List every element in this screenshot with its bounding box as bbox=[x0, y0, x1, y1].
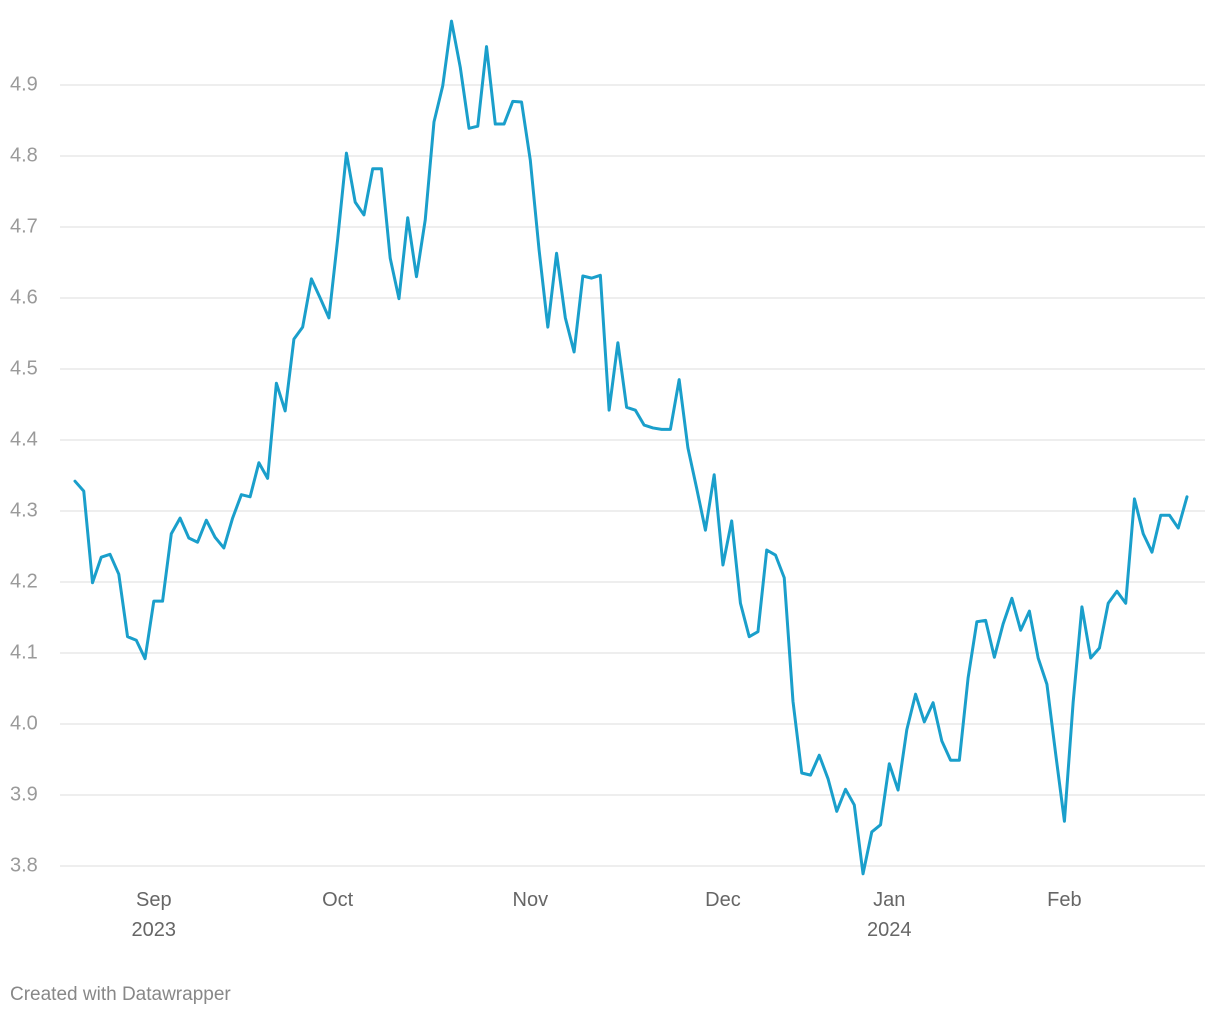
y-tick-label: 4.4 bbox=[10, 428, 38, 450]
line bbox=[73, 19, 1189, 876]
y-tick-label: 4.7 bbox=[10, 215, 38, 237]
y-tick-label: 4.3 bbox=[10, 499, 38, 521]
y-tick-label: 4.8 bbox=[10, 144, 38, 166]
y-tick-label: 4.5 bbox=[10, 357, 38, 379]
y-tick-label: 4.2 bbox=[10, 570, 38, 592]
x-tick-label: Sep 2023 bbox=[131, 889, 177, 941]
x-tick-label: Nov bbox=[512, 889, 549, 911]
credit: Created with Datawrapper bbox=[10, 984, 231, 1005]
y-tick-label: 4.0 bbox=[10, 712, 38, 734]
x-tick-label: Feb bbox=[1047, 889, 1082, 911]
y-tick-label: 4.6 bbox=[10, 286, 38, 308]
y-tick-label: 4.1 bbox=[10, 641, 38, 663]
x-tick-label: Jan 2024 bbox=[867, 889, 912, 941]
x-tick-label: Dec bbox=[705, 889, 741, 911]
y-tick-label: 4.9 bbox=[10, 73, 38, 95]
y-tick-label: 3.9 bbox=[10, 783, 38, 805]
x-tick-label: Oct bbox=[322, 889, 354, 911]
y-tick-label: 3.8 bbox=[10, 854, 38, 876]
